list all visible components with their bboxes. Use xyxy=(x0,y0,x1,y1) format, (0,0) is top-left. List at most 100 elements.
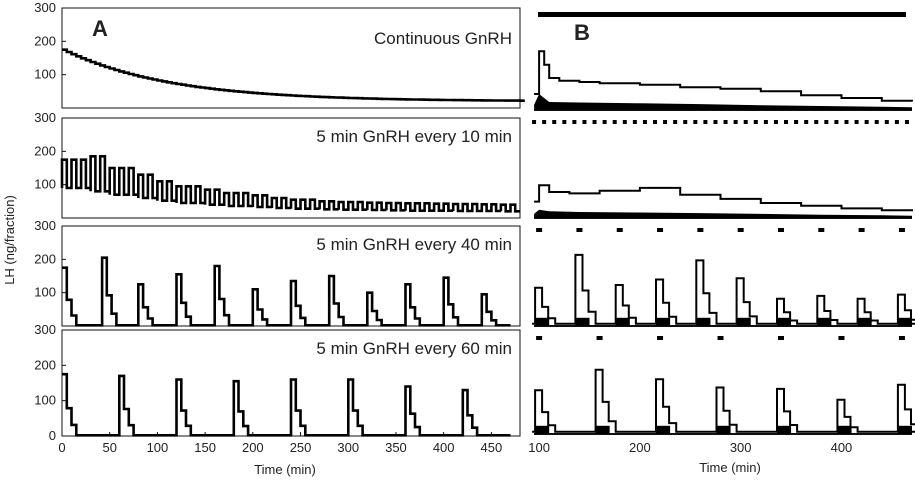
gnrh-pulse-dot xyxy=(743,120,748,124)
x-axis-label-a: Time (min) xyxy=(254,462,316,477)
panel-a-subplot-2: 300 200 100 5 min GnRH every 10 min xyxy=(34,110,521,219)
subplot-title: 5 min GnRH every 40 min xyxy=(316,235,512,254)
gnrh-pulse-dot xyxy=(717,336,724,340)
gnrh-pulse-dot xyxy=(834,120,839,124)
lh-inner-fill xyxy=(817,317,832,326)
gnrh-pulse-dot xyxy=(582,120,587,124)
lh-inner-fill xyxy=(776,425,792,434)
lh-inner-fill xyxy=(534,209,912,218)
lh-inner-fill xyxy=(535,317,550,326)
lh-series-line xyxy=(62,372,511,437)
gnrh-pulse-dot xyxy=(622,120,627,124)
gnrh-pulse-dot xyxy=(777,228,784,232)
gnrh-pulse-dot xyxy=(737,228,744,232)
lh-inner-fill xyxy=(776,317,792,326)
x-tick-label: 300 xyxy=(730,440,752,455)
panel-b-subplot-4: 100 200 300 400 xyxy=(528,336,915,455)
x-tick-label: 50 xyxy=(102,440,116,455)
gnrh-pulse-dot xyxy=(592,120,597,124)
gnrh-pulse-dot xyxy=(562,120,567,124)
gnrh-pulse-dot xyxy=(814,120,819,124)
panel-a-subplot-4: 300 200 100 0 5 min GnRH every 60 min 0 50 100 1… xyxy=(34,322,521,455)
y-tick-label: 300 xyxy=(34,110,56,125)
gnrh-pulse-dot xyxy=(602,120,607,124)
y-tick-label: 100 xyxy=(34,393,56,408)
gnrh-pulse-dot xyxy=(663,120,668,124)
lh-inner-fill xyxy=(575,317,590,326)
x-tick-label: 400 xyxy=(433,440,455,455)
gnrh-pulse-dot xyxy=(697,228,704,232)
gnrh-pulse-dot xyxy=(536,336,543,340)
subplot-title: Continuous GnRH xyxy=(374,29,512,48)
gnrh-pulse-dot xyxy=(854,120,859,124)
gnrh-pulse-dot xyxy=(632,120,637,124)
gnrh-pulse-dot xyxy=(653,120,658,124)
gnrh-pulse-dot xyxy=(713,120,718,124)
lh-inner-fill xyxy=(897,317,912,326)
lh-series-line xyxy=(60,155,520,213)
lh-outer-trace xyxy=(534,184,913,212)
subplot-title: 5 min GnRH every 10 min xyxy=(316,127,512,146)
gnrh-pulse-dot xyxy=(753,120,758,124)
gnrh-pulse-dot xyxy=(784,120,789,124)
gnrh-pulse-dot xyxy=(552,120,557,124)
lh-inner-fill xyxy=(857,317,872,326)
panel-a: 300 200 100 Continuous GnRH 300 200 100 5 min G… xyxy=(34,0,525,455)
panel-b-subplot-1 xyxy=(534,12,913,111)
y-tick-label: 200 xyxy=(34,251,56,266)
gnrh-pulse-dot xyxy=(864,120,869,124)
lh-inner-fill xyxy=(837,425,852,434)
y-tick-label: 200 xyxy=(34,143,56,158)
gnrh-pulse-dot xyxy=(657,228,664,232)
panel-a-subplot-1: 300 200 100 Continuous GnRH xyxy=(34,0,525,109)
x-tick-label: 200 xyxy=(242,440,264,455)
gnrh-pulse-dot xyxy=(898,228,905,232)
lh-series-line xyxy=(62,256,511,327)
y-tick-label: 200 xyxy=(34,357,56,372)
x-tick-label: 100 xyxy=(528,440,550,455)
lh-inner-fill xyxy=(897,425,912,434)
gnrh-pulse-dot xyxy=(612,120,617,124)
gnrh-pulse-dot xyxy=(898,336,905,340)
lh-inner-fill xyxy=(595,425,610,434)
panel-b-subplot-2 xyxy=(532,120,913,219)
gnrh-pulse-dot xyxy=(804,120,809,124)
gnrh-pulse-dot xyxy=(542,120,547,124)
gnrh-pulse-dot xyxy=(844,120,849,124)
gnrh-pulse-dot xyxy=(642,120,647,124)
gnrh-pulse-dot xyxy=(576,228,583,232)
x-tick-label: 150 xyxy=(194,440,216,455)
gnrh-pulse-dot xyxy=(536,228,543,232)
panel-a-subplot-3: 300 200 100 5 min GnRH every 40 min xyxy=(34,218,521,327)
y-tick-label: 100 xyxy=(34,285,56,300)
gnrh-pulse-dot xyxy=(773,120,778,124)
gnrh-pulse-dot xyxy=(858,228,865,232)
x-tick-label: 350 xyxy=(385,440,407,455)
y-tick-label: 200 xyxy=(34,33,56,48)
panel-a-letter: A xyxy=(92,16,108,41)
gnrh-pulse-dot xyxy=(657,336,664,340)
y-tick-label: 0 xyxy=(49,428,56,443)
gnrh-pulse-dot xyxy=(874,120,879,124)
gnrh-pulse-dot xyxy=(884,120,889,124)
x-tick-label: 250 xyxy=(290,440,312,455)
gnrh-pulse-dot xyxy=(838,336,845,340)
lh-pulse-trace xyxy=(532,253,915,325)
gnrh-pulse-dot xyxy=(818,228,825,232)
subplot-frame xyxy=(61,7,521,109)
gnrh-pulse-dot xyxy=(673,120,678,124)
lh-inner-fill xyxy=(535,425,550,434)
x-axis-label-b: Time (min) xyxy=(699,460,761,475)
gnrh-pulse-dot xyxy=(824,120,829,124)
lh-inner-fill xyxy=(615,317,630,326)
gnrh-pulse-dot xyxy=(683,120,688,124)
x-tick-label: 100 xyxy=(147,440,169,455)
gnrh-pulse-dot xyxy=(572,120,577,124)
lh-inner-fill xyxy=(716,425,731,434)
gnrh-pulse-dot xyxy=(723,120,728,124)
y-tick-label: 300 xyxy=(34,0,56,15)
lh-series-line xyxy=(62,48,525,102)
panel-b-letter: B xyxy=(574,20,590,45)
y-tick-label: 100 xyxy=(34,177,56,192)
gnrh-pulse-dot xyxy=(894,120,899,124)
